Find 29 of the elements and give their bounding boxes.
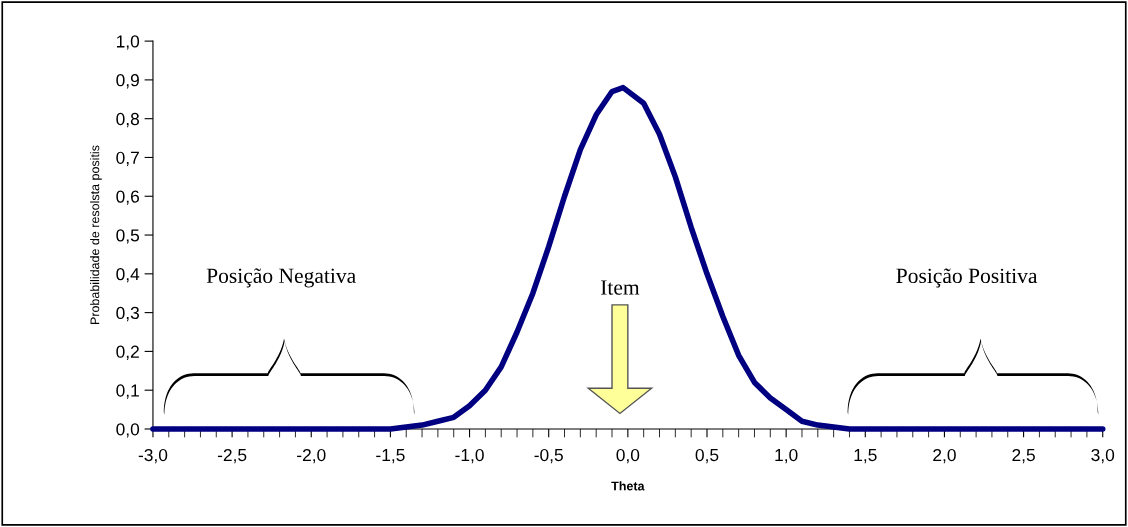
y-tick-label: 0,1 [116, 384, 139, 399]
y-tick-label: 0,5 [116, 229, 140, 244]
x-tick-label: 3,0 [1091, 448, 1115, 464]
y-tick-label: 0,7 [116, 151, 139, 166]
x-tick-label: 1,5 [854, 449, 877, 464]
y-tick-label: 0,0 [116, 423, 140, 438]
y-axis-title: Probabilidade de resolsta positis [90, 145, 102, 324]
x-tick-label: 0,0 [616, 448, 640, 464]
x-tick-label: 2,5 [1012, 448, 1035, 464]
y-tick-label: 0,2 [116, 345, 139, 360]
y-tick-label: 0,8 [116, 112, 140, 128]
annotation: Posição Positiva [896, 268, 1038, 288]
y-tick-label: 0,6 [116, 190, 139, 205]
x-tick-label: 0,5 [695, 448, 719, 464]
x-tick-label: -3,0 [138, 448, 168, 464]
y-tick-label: 0,3 [116, 306, 139, 322]
x-tick-label: 1,0 [775, 448, 798, 464]
x-tick-label: -0,5 [534, 448, 563, 464]
x-tick-label: -2,0 [297, 448, 326, 464]
x-axis-title: Theta [611, 481, 645, 491]
x-tick-label: -1,0 [455, 448, 484, 464]
annotation: Item [600, 280, 640, 295]
x-tick-label: 2,0 [933, 448, 956, 464]
y-tick-label: 0,4 [116, 268, 140, 283]
annotation: Posição Negativa [206, 268, 356, 288]
x-tick-label: -2,5 [217, 448, 247, 464]
x-tick-label: -1,5 [376, 449, 405, 464]
y-tick-label: 0,9 [116, 74, 139, 89]
y-tick-label: 1,0 [116, 35, 140, 50]
